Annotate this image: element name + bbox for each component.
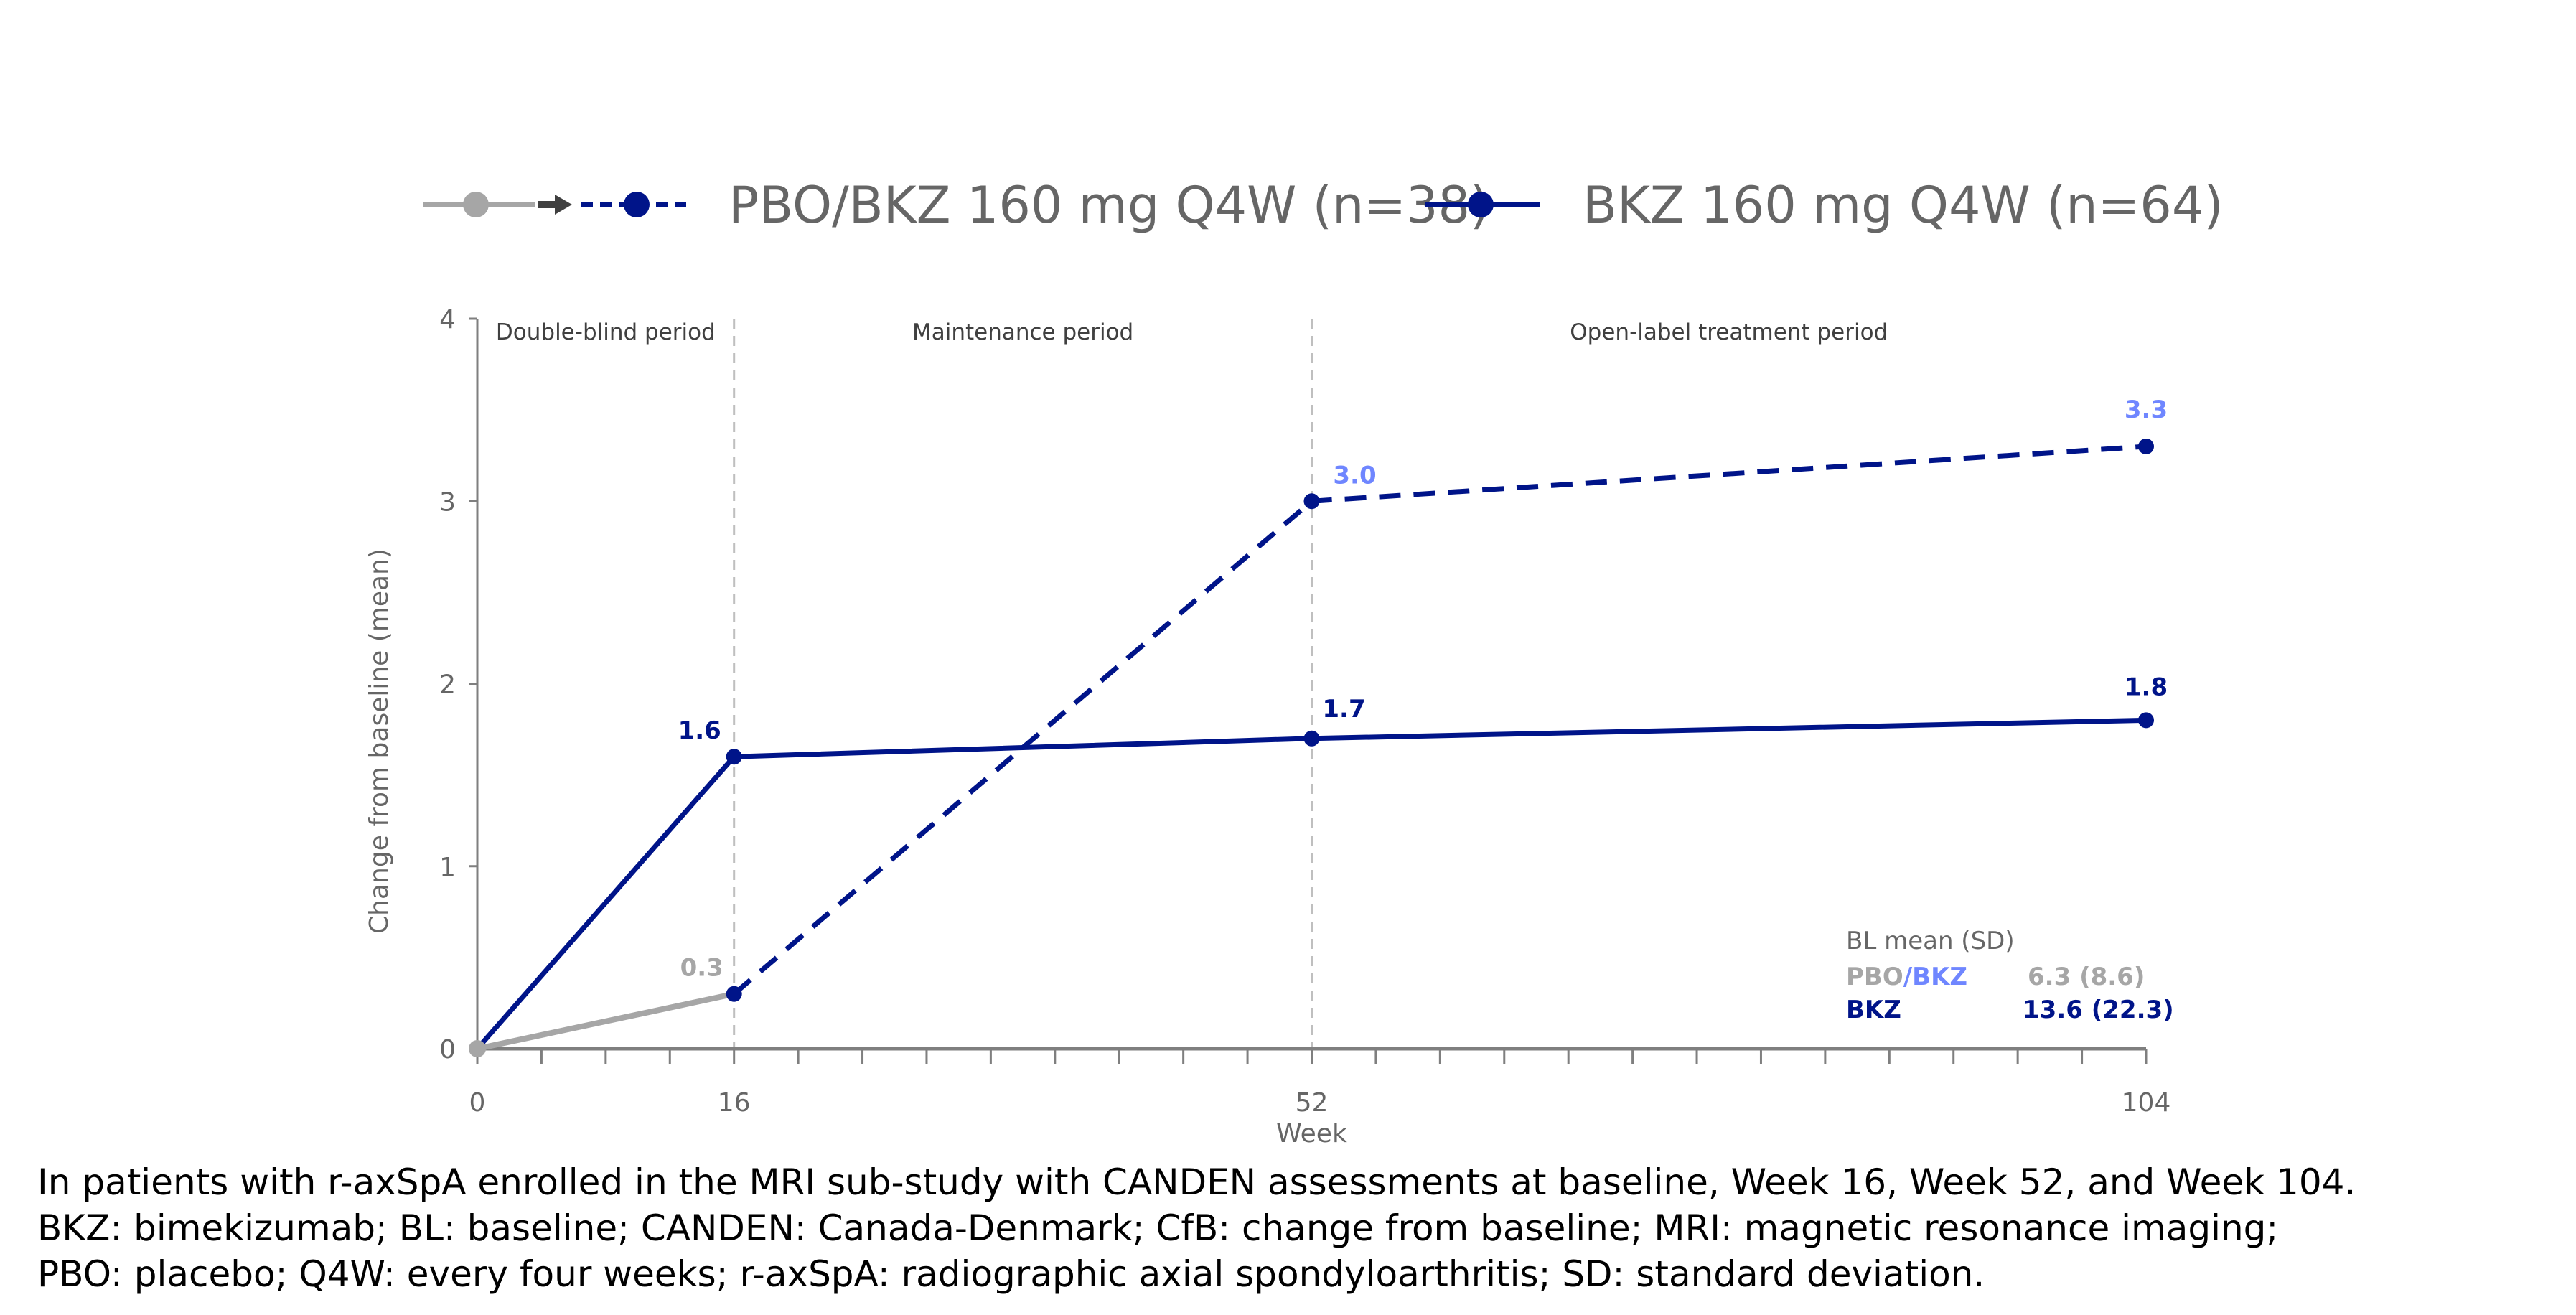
x-tick-label: 104: [2122, 1088, 2171, 1118]
y-tick-label: 3: [439, 487, 456, 517]
period-label: Open-label treatment period: [1570, 319, 1888, 345]
x-tick-label: 52: [1296, 1088, 1329, 1118]
y-tick-label: 0: [439, 1035, 456, 1064]
series-pbo-bkz-bkz-line: [732, 444, 2147, 996]
footnote: In patients with r-axSpA enrolled in the…: [37, 1159, 2356, 1297]
data-point: [726, 986, 742, 1002]
bl-row-pbo-bkz-label: PBO/BKZ: [1846, 963, 1967, 991]
y-tick-label: 1: [439, 853, 456, 882]
data-point: [2138, 712, 2154, 729]
legend-pbo-marker: [463, 192, 489, 217]
bl-row-bkz-value: 13.6 (22.3): [2023, 996, 2174, 1024]
data-point: [726, 749, 742, 765]
y-tick-label: 2: [439, 670, 456, 700]
data-label: 1.8: [2125, 673, 2168, 701]
x-tick-label: 0: [469, 1088, 486, 1118]
baseline-annotation: BL mean (SD) PBO/BKZ 6.3 (8.6) BKZ 13.6 (22.…: [1846, 927, 2174, 1024]
legend-label-pbo-bkz: PBO/BKZ 160 mg Q4W (n=38): [729, 176, 1489, 235]
legend-arrow-icon: [555, 195, 572, 215]
footnote-line: BKZ: bimekizumab; BL: baseline; CANDEN: …: [37, 1207, 2279, 1249]
series-bkz-line: [475, 717, 2147, 1051]
bl-row-bkz-label: BKZ: [1846, 996, 1901, 1024]
legend-bkz-marker: [1468, 192, 1494, 217]
bl-title: BL mean (SD): [1846, 927, 2015, 955]
data-label: 3.0: [1333, 461, 1376, 490]
footnote-line: In patients with r-axSpA enrolled in the…: [37, 1161, 2356, 1203]
data-label: 0.3: [680, 954, 723, 983]
x-tick-label: 16: [718, 1088, 751, 1118]
series-lines: [469, 438, 2154, 1057]
data-label: 3.3: [2125, 396, 2168, 424]
legend: PBO/BKZ 160 mg Q4W (n=38) BKZ 160 mg Q4W …: [423, 176, 2224, 235]
axes: 0 1 2 3 4 0 16 52 104 Week Change from baseline (m…: [365, 305, 2170, 1148]
period-label: Maintenance period: [912, 319, 1133, 345]
data-point: [1303, 730, 1320, 747]
period-dividers: Double-blind period Maintenance period Ope…: [496, 319, 1888, 1049]
legend-dashed-marker: [624, 192, 650, 217]
data-label: 1.6: [678, 716, 721, 745]
bl-row-pbo-bkz-value: 6.3 (8.6): [2028, 963, 2145, 991]
period-label: Double-blind period: [496, 319, 716, 345]
y-tick-label: 4: [439, 305, 456, 334]
x-axis-label: Week: [1276, 1119, 1347, 1148]
legend-label-bkz: BKZ 160 mg Q4W (n=64): [1583, 176, 2224, 235]
data-point: [469, 1040, 486, 1057]
data-labels: 0.3 3.0 3.3 1.6 1.7 1.8: [678, 396, 2168, 983]
y-axis-label: Change from baseline (mean): [365, 548, 394, 934]
data-point: [1303, 493, 1320, 510]
data-label: 1.7: [1322, 695, 1365, 724]
footnote-line: PBO: placebo; Q4W: every four weeks; r-a…: [37, 1253, 1985, 1295]
series-pbo-bkz-pbo-line: [477, 991, 735, 1052]
data-point: [2138, 438, 2154, 454]
